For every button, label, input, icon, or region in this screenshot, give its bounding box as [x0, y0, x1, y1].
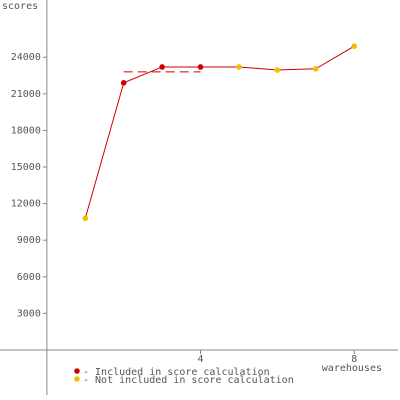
data-point — [120, 80, 127, 86]
x-axis-label: warehouses — [322, 363, 382, 374]
data-point — [197, 64, 204, 70]
data-point — [351, 43, 358, 50]
y-tick-label: 18000 — [11, 125, 41, 136]
x-tick-label: 4 — [198, 354, 204, 365]
y-tick-label: 12000 — [11, 199, 41, 210]
y-axis-label: scores — [2, 1, 38, 12]
legend-marker — [74, 376, 80, 382]
data-point — [312, 66, 319, 72]
y-tick-label: 3000 — [17, 308, 41, 319]
legend-marker — [74, 368, 80, 374]
y-tick-label: 24000 — [11, 52, 41, 63]
y-tick-label: 6000 — [17, 272, 41, 283]
data-point — [159, 64, 165, 70]
legend-label: - Included in score calculation — [83, 367, 270, 378]
data-point — [82, 215, 89, 222]
legend-label: - Not included in score calculation — [83, 375, 294, 386]
data-point — [236, 64, 242, 70]
y-tick-label: 21000 — [11, 89, 41, 100]
score-curve — [84, 45, 355, 219]
y-tick-label: 15000 — [11, 162, 41, 173]
x-tick-label: 8 — [351, 354, 357, 365]
data-point — [274, 67, 281, 73]
y-tick-label: 9000 — [17, 235, 41, 246]
